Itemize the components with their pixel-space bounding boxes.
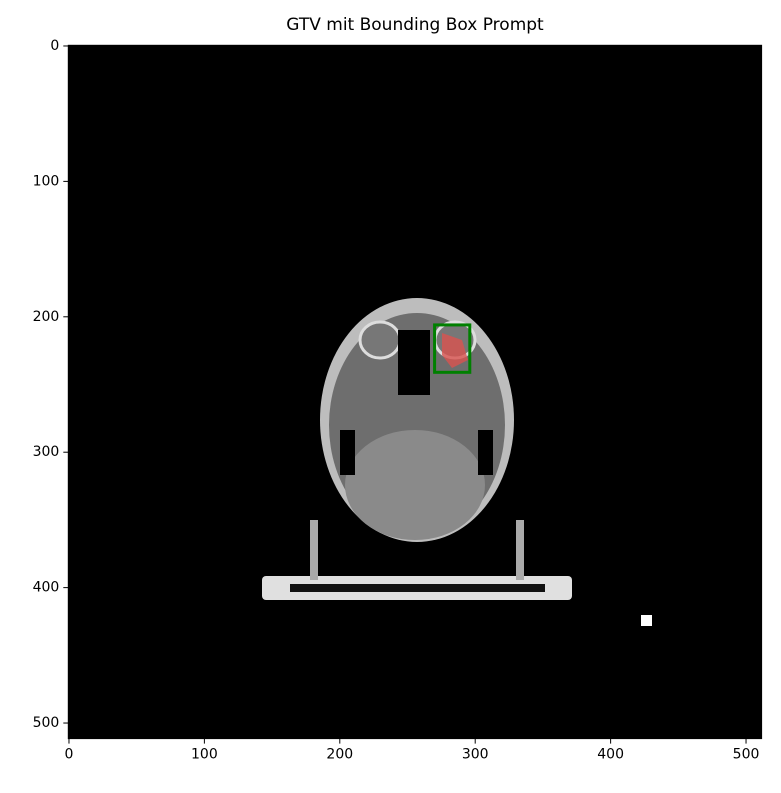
x-tick-label: 0: [65, 747, 74, 763]
axes-frame: [67, 44, 763, 740]
y-tick-label: 500: [33, 715, 60, 731]
y-tick-label: 400: [33, 580, 60, 596]
y-tick-label: 100: [33, 173, 60, 189]
x-tick-label: 500: [733, 747, 760, 763]
x-tick-label: 400: [597, 747, 624, 763]
x-tick-label: 100: [191, 747, 218, 763]
x-tick-label: 200: [326, 747, 353, 763]
x-tick-label: 300: [462, 747, 489, 763]
chart-title: GTV mit Bounding Box Prompt: [286, 15, 544, 35]
bounding-box: [433, 323, 472, 374]
y-tick-label: 200: [33, 309, 60, 325]
ct-slice: [262, 298, 652, 626]
y-tick-label: 0: [50, 38, 59, 54]
y-tick-label: 300: [33, 444, 60, 460]
